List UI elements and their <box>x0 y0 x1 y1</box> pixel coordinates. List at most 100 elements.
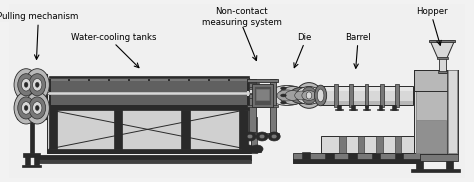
Bar <box>37 155 251 160</box>
Bar <box>46 149 251 153</box>
Bar <box>397 86 412 91</box>
Bar <box>25 156 30 165</box>
Bar <box>397 101 412 105</box>
Text: Pulling mechanism: Pulling mechanism <box>0 13 79 21</box>
Bar <box>248 83 259 87</box>
Ellipse shape <box>269 86 306 105</box>
Ellipse shape <box>25 69 49 101</box>
Bar <box>247 79 278 82</box>
Ellipse shape <box>25 92 49 124</box>
Bar <box>351 86 366 105</box>
Ellipse shape <box>24 82 28 87</box>
Ellipse shape <box>285 91 301 100</box>
Text: Barrel: Barrel <box>345 33 371 42</box>
Bar <box>128 78 130 81</box>
Bar <box>246 133 279 136</box>
Bar <box>351 86 366 91</box>
Ellipse shape <box>256 132 268 141</box>
Ellipse shape <box>21 78 31 91</box>
Ellipse shape <box>36 82 39 87</box>
Ellipse shape <box>29 97 46 119</box>
Bar <box>382 101 397 105</box>
Bar <box>366 86 382 105</box>
Bar <box>379 105 382 110</box>
Bar <box>208 78 210 81</box>
Bar <box>395 152 403 159</box>
Bar <box>437 57 448 59</box>
Ellipse shape <box>244 132 256 141</box>
Bar <box>392 105 396 110</box>
Bar <box>108 78 109 81</box>
Bar <box>23 153 40 157</box>
Bar <box>34 156 39 165</box>
Ellipse shape <box>295 91 308 100</box>
Bar <box>366 101 382 105</box>
Bar <box>348 152 357 159</box>
Bar <box>397 86 412 105</box>
Bar <box>438 71 447 73</box>
Bar <box>336 101 351 105</box>
Ellipse shape <box>243 145 255 153</box>
Bar <box>429 40 456 42</box>
Ellipse shape <box>36 105 39 110</box>
Bar <box>22 165 41 167</box>
Bar <box>380 84 384 107</box>
Bar <box>335 109 343 110</box>
Text: Non-contact
measuring system: Non-contact measuring system <box>202 7 282 27</box>
Bar <box>349 84 353 107</box>
Bar <box>438 58 446 73</box>
Ellipse shape <box>281 94 286 97</box>
Bar <box>270 78 276 132</box>
Ellipse shape <box>14 92 38 124</box>
Bar <box>447 70 457 154</box>
Bar <box>366 86 382 91</box>
Bar <box>334 84 338 107</box>
Bar <box>114 110 122 149</box>
Bar <box>320 86 336 91</box>
Bar <box>382 86 397 105</box>
Ellipse shape <box>279 86 307 104</box>
Ellipse shape <box>296 86 322 104</box>
Bar <box>320 136 413 153</box>
Bar <box>88 78 90 81</box>
Ellipse shape <box>14 69 38 101</box>
Bar <box>228 78 229 81</box>
Bar <box>416 120 446 153</box>
Ellipse shape <box>306 92 312 99</box>
Bar <box>18 75 45 118</box>
Ellipse shape <box>301 87 317 104</box>
Bar <box>51 81 247 104</box>
Bar <box>336 86 351 91</box>
Bar <box>46 105 251 110</box>
Bar <box>249 78 255 132</box>
Bar <box>372 152 380 159</box>
Bar <box>416 161 423 169</box>
Text: Water-cooling tanks: Water-cooling tanks <box>71 33 156 42</box>
Text: Die: Die <box>297 33 311 42</box>
Ellipse shape <box>18 74 35 96</box>
Bar <box>239 110 248 149</box>
Polygon shape <box>430 41 455 58</box>
Bar <box>293 159 420 163</box>
Bar <box>17 74 46 119</box>
Bar <box>188 78 190 81</box>
Bar <box>351 101 366 105</box>
Bar <box>49 78 248 79</box>
Bar <box>49 110 57 149</box>
Bar <box>411 169 460 172</box>
Bar <box>320 101 336 105</box>
Ellipse shape <box>318 89 324 102</box>
Text: Hopper: Hopper <box>416 7 448 16</box>
Bar <box>251 117 256 153</box>
Ellipse shape <box>315 85 327 106</box>
Bar <box>49 78 248 105</box>
Ellipse shape <box>268 132 280 141</box>
Bar <box>363 109 370 110</box>
Ellipse shape <box>18 97 35 119</box>
Bar <box>413 70 457 154</box>
Bar <box>320 86 412 105</box>
Bar <box>395 84 399 107</box>
Bar <box>48 106 249 152</box>
Bar <box>412 154 458 161</box>
Bar <box>446 161 453 169</box>
